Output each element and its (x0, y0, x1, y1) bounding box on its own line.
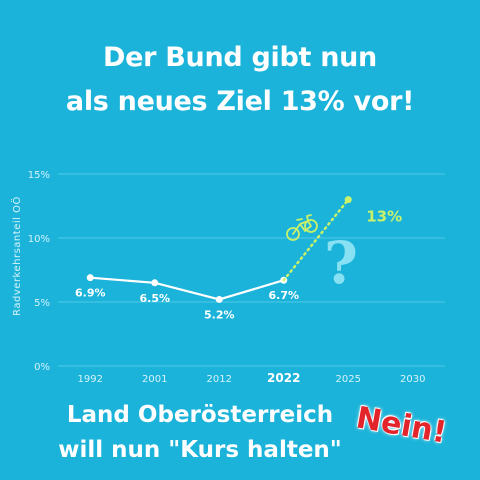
x-tick-label: 2012 (207, 374, 232, 385)
x-tick-label: 2001 (142, 374, 167, 385)
target (282, 196, 352, 282)
target-point (344, 196, 352, 204)
footer-line-1: Land Oberösterreich (66, 402, 334, 428)
data-labels: 6.9% 6.5% 5.2% 6.7% 13% (75, 208, 402, 322)
x-tick-label: 2025 (336, 374, 361, 385)
headline-line-2: als neues Ziel 13% vor! (65, 86, 415, 117)
line-chart: 0% 5% 10% 15% 1992 2001 2012 2022 2025 2030 Radv… (10, 170, 445, 385)
series-line (90, 276, 285, 301)
y-tick-label: 15% (28, 170, 50, 181)
y-tick-labels: 0% 5% 10% 15% (28, 170, 50, 373)
decorations: ? (286, 214, 358, 297)
question-mark-icon: ? (324, 229, 358, 297)
bicycle-icon (286, 214, 318, 241)
target-line (282, 198, 350, 282)
y-tick-label: 0% (34, 362, 50, 373)
footer-line-2: will nun "Kurs halten" (58, 437, 342, 463)
y-tick-label: 5% (34, 298, 50, 309)
data-point (215, 295, 223, 303)
footer-text: Land Oberösterreich will nun "Kurs halte… (0, 398, 400, 468)
data-label: 6.9% (75, 287, 106, 300)
data-label: 6.5% (139, 292, 170, 305)
data-label: 6.7% (268, 289, 299, 302)
data-point (151, 279, 159, 287)
x-tick-labels: 1992 2001 2012 2022 2025 2030 (78, 371, 426, 385)
x-tick-label: 2022 (267, 371, 300, 385)
headline: Der Bund gibt nun als neues Ziel 13% vor… (0, 36, 480, 124)
data-point (86, 274, 94, 282)
headline-line-1: Der Bund gibt nun (103, 42, 377, 73)
data-label: 5.2% (204, 308, 235, 321)
x-tick-label: 2030 (400, 374, 425, 385)
y-tick-label: 10% (28, 234, 50, 245)
grid-lines (58, 173, 445, 367)
target-label: 13% (366, 208, 402, 226)
x-tick-label: 1992 (78, 374, 103, 385)
y-axis-label: Radverkehrsanteil OÖ (10, 196, 23, 316)
series (86, 274, 288, 303)
